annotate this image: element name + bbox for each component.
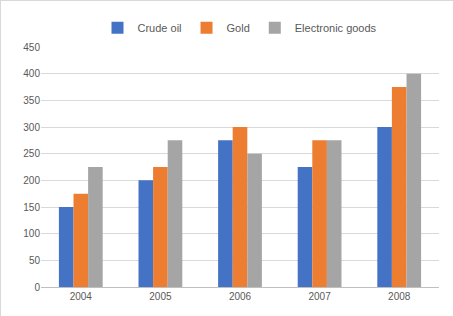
svg-text:400: 400 — [23, 68, 40, 79]
svg-text:2007: 2007 — [308, 291, 331, 302]
svg-text:2005: 2005 — [149, 291, 172, 302]
svg-text:50: 50 — [29, 255, 41, 266]
svg-text:200: 200 — [23, 175, 40, 186]
svg-text:350: 350 — [23, 95, 40, 106]
svg-text:2008: 2008 — [388, 291, 411, 302]
svg-text:300: 300 — [23, 122, 40, 133]
svg-text:150: 150 — [23, 202, 40, 213]
svg-text:Crude oil: Crude oil — [138, 22, 182, 34]
svg-text:450: 450 — [23, 42, 40, 53]
svg-text:250: 250 — [23, 148, 40, 159]
svg-text:2004: 2004 — [70, 291, 93, 302]
svg-text:0: 0 — [34, 282, 40, 293]
svg-text:100: 100 — [23, 228, 40, 239]
svg-text:Electronic goods: Electronic goods — [295, 22, 377, 34]
svg-text:2006: 2006 — [229, 291, 252, 302]
svg-text:Gold: Gold — [227, 22, 250, 34]
